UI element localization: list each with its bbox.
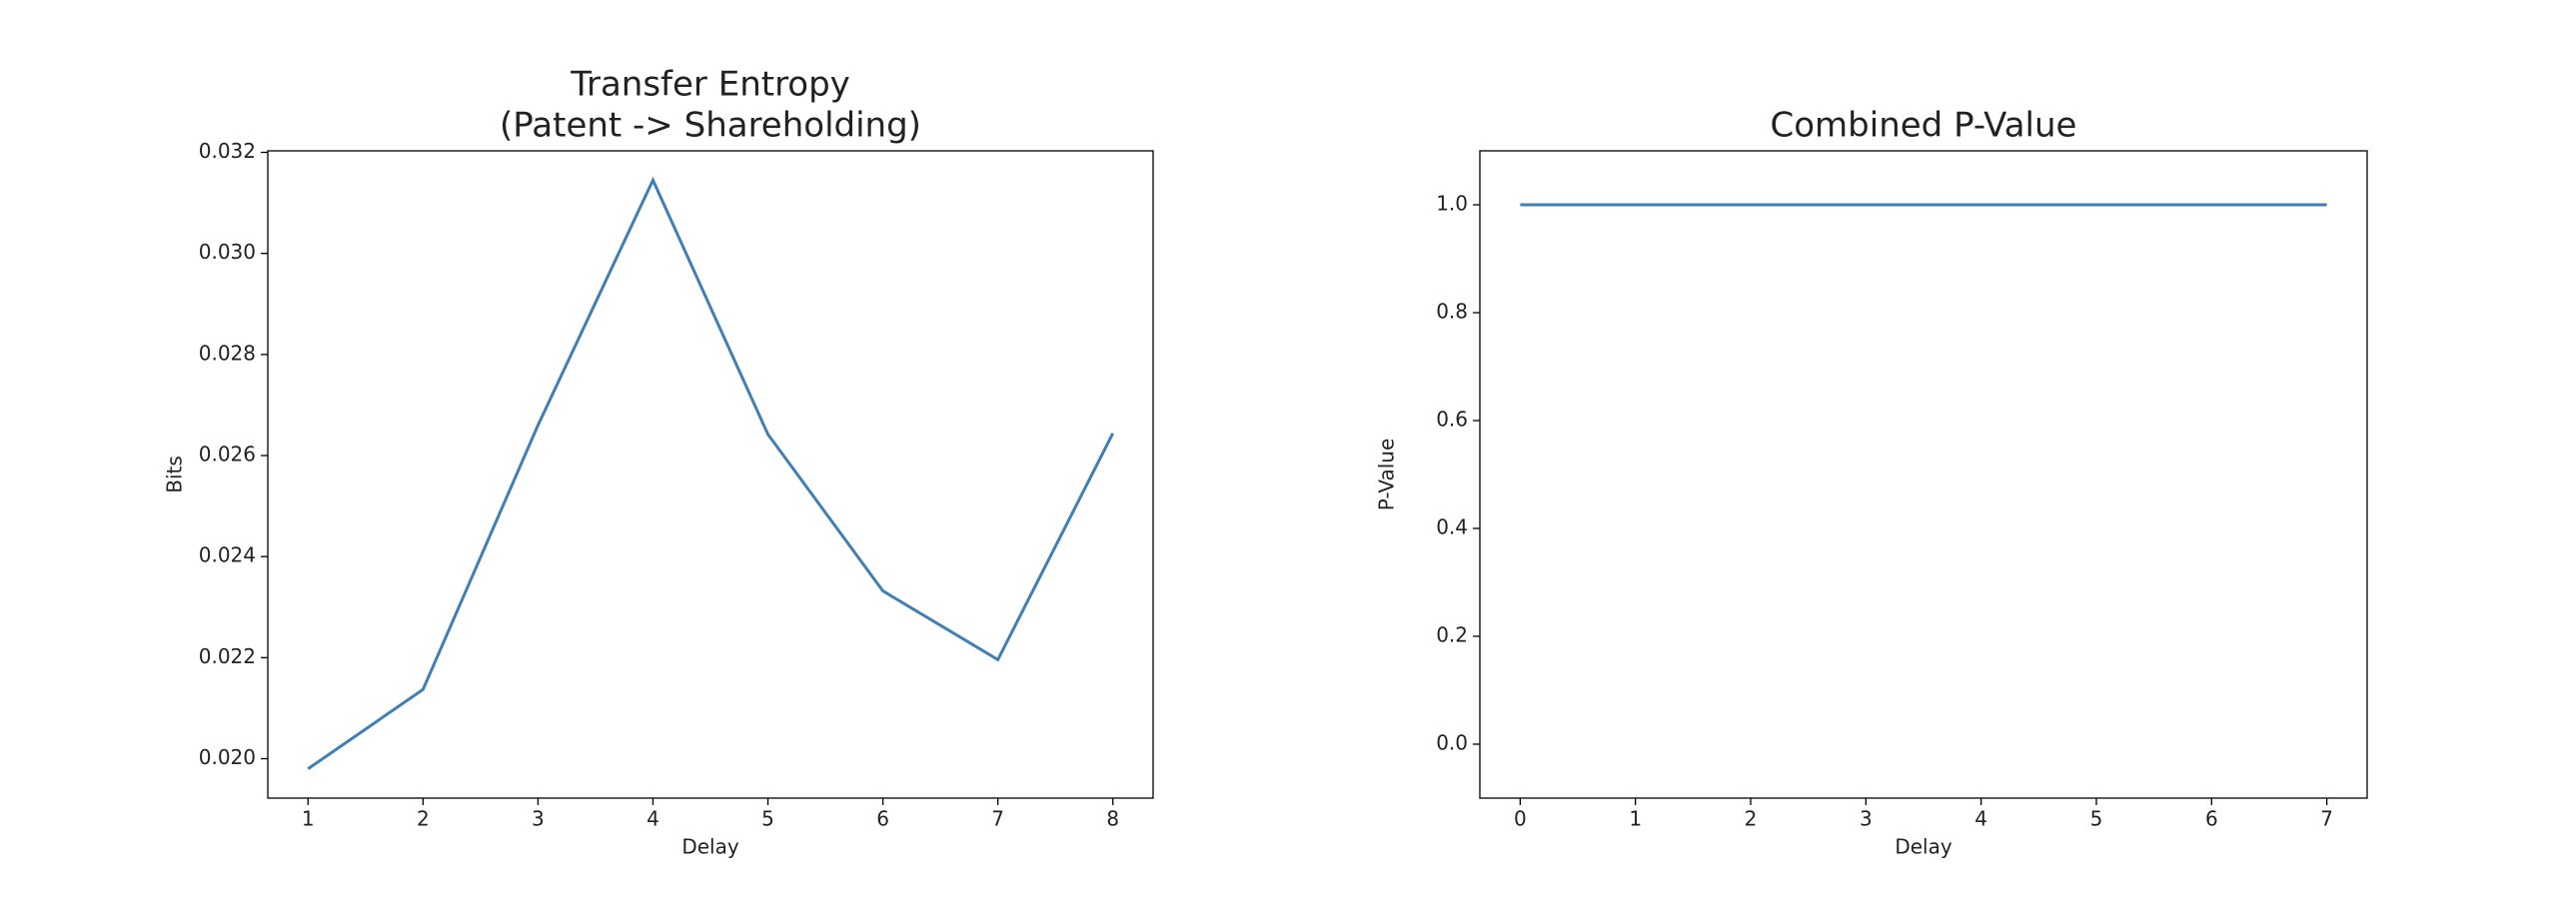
chart-title: Combined P-Value <box>1771 106 2077 146</box>
x-tick-label: 3 <box>532 807 545 831</box>
x-tick-label: 1 <box>302 807 315 831</box>
x-tick-label: 2 <box>417 807 430 831</box>
y-axis-label: P-Value <box>1375 439 1399 511</box>
x-tick-label: 7 <box>991 807 1004 831</box>
x-tick-label: 6 <box>876 807 889 831</box>
y-axis-label: Bits <box>163 456 187 493</box>
plot-frame <box>1479 150 2368 799</box>
plot-frame <box>267 150 1154 799</box>
x-axis-label: Delay <box>1895 835 1952 859</box>
x-tick-label: 4 <box>646 807 659 831</box>
data-line <box>307 176 1115 770</box>
y-tick-label: 0.022 <box>199 644 256 668</box>
y-tick-label: 0.032 <box>199 139 256 163</box>
y-tick-label: 0.6 <box>1436 408 1468 432</box>
x-tick-label: 7 <box>2320 807 2333 831</box>
y-tick-label: 0.020 <box>199 745 256 769</box>
x-tick-label: 0 <box>1514 807 1527 831</box>
y-tick-label: 0.030 <box>199 240 256 264</box>
x-tick-label: 1 <box>1629 807 1642 831</box>
x-axis-label: Delay <box>681 835 739 859</box>
x-tick-label: 4 <box>1974 807 1987 831</box>
y-tick-label: 0.2 <box>1436 623 1468 647</box>
y-tick-label: 0.028 <box>199 341 256 365</box>
x-tick-label: 5 <box>2090 807 2103 831</box>
y-tick-label: 0.0 <box>1436 731 1468 755</box>
y-tick-label: 0.8 <box>1436 300 1468 324</box>
y-tick-label: 1.0 <box>1436 192 1468 216</box>
x-tick-label: 2 <box>1745 807 1758 831</box>
y-tick-label: 0.026 <box>199 443 256 466</box>
y-tick-label: 0.4 <box>1436 515 1468 539</box>
chart-title: (Patent -> Shareholding) <box>500 106 921 146</box>
x-tick-label: 3 <box>1860 807 1873 831</box>
x-tick-label: 8 <box>1106 807 1119 831</box>
chart-title: Transfer Entropy <box>570 65 850 105</box>
x-tick-label: 5 <box>761 807 774 831</box>
y-tick-label: 0.024 <box>199 543 256 567</box>
x-tick-label: 6 <box>2205 807 2218 831</box>
